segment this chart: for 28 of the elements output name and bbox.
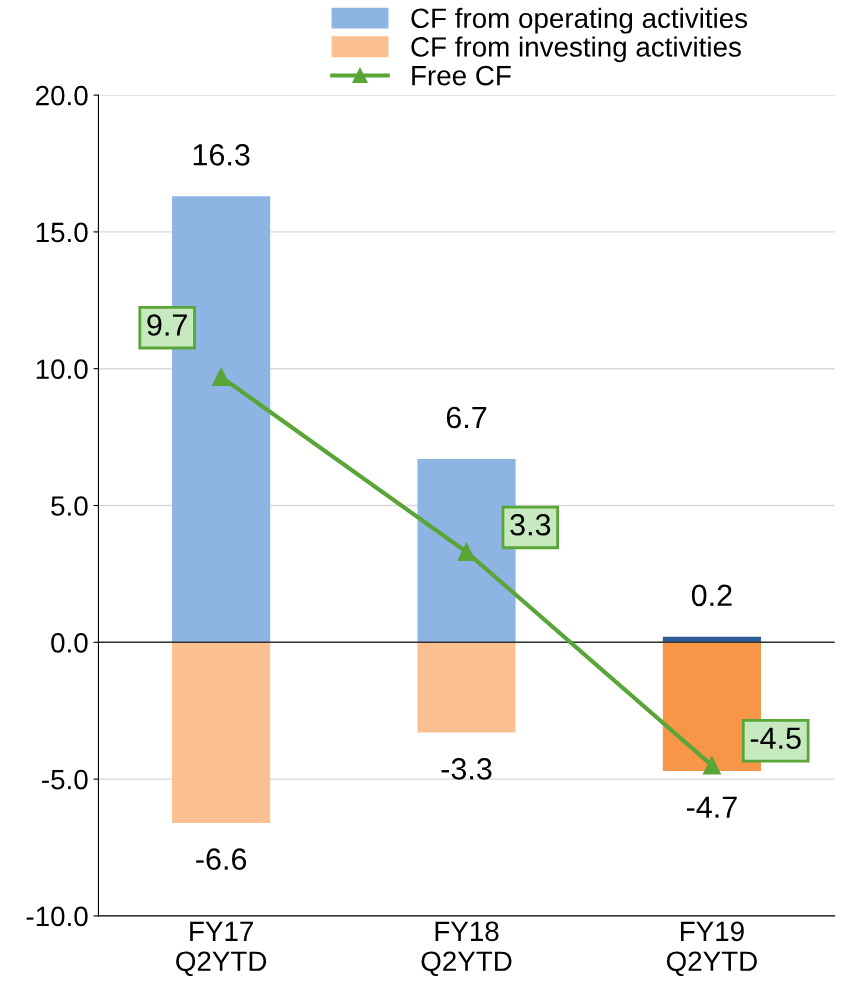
y-tick-label: 0.0 — [51, 632, 88, 653]
y-tick-label: 15.0 — [36, 222, 88, 243]
data-label: 0.2 — [691, 584, 732, 607]
legend-label: CF from operating activities — [411, 7, 748, 34]
y-tick-label: 10.0 — [36, 359, 88, 380]
y-tick-label: 5.0 — [51, 496, 88, 516]
legend-label: CF from investing activities — [411, 36, 741, 63]
y-tick-label: 20.0 — [36, 85, 88, 106]
data-label: 3.3 — [510, 513, 551, 536]
point — [457, 542, 476, 562]
x-tick-label: FY17 Q2YTD — [176, 921, 267, 977]
data-label: 16.3 — [193, 144, 250, 166]
x-tick-label: FY18 Q2YTD — [421, 921, 512, 977]
y-tick-label: -10.0 — [26, 906, 88, 927]
bar — [417, 642, 516, 733]
data-label: -4.5 — [750, 727, 801, 750]
y-tick-label: -5.0 — [42, 769, 88, 790]
legend-label: Free CF — [412, 65, 511, 86]
point — [212, 367, 231, 386]
data-label: -6.6 — [196, 848, 247, 870]
bar — [172, 642, 271, 823]
point — [702, 756, 721, 775]
data-label: 9.7 — [147, 314, 187, 336]
data-label: 6.7 — [446, 406, 487, 429]
x-tick-label: FY19 Q2YTD — [666, 921, 757, 977]
data-label: -3.3 — [441, 758, 492, 780]
bar — [662, 636, 761, 643]
data-label: -4.7 — [686, 796, 737, 818]
